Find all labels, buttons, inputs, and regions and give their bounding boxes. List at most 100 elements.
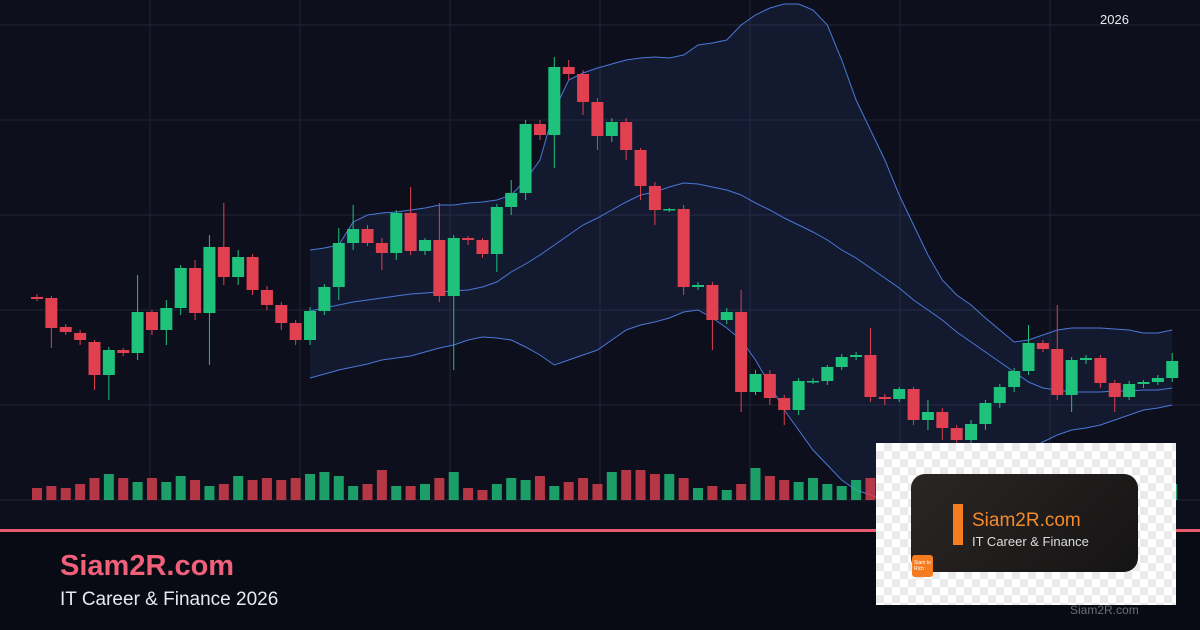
- candle-body: [1151, 378, 1164, 382]
- volume-bar: [592, 484, 603, 500]
- volume-bar: [276, 480, 287, 500]
- candle-body: [1008, 371, 1021, 387]
- candle-body: [648, 186, 661, 210]
- candle-body: [763, 374, 776, 398]
- candle-body: [59, 327, 72, 332]
- candle-body: [706, 285, 719, 320]
- logo-badge: Siam to Rich: [912, 555, 933, 577]
- volume-bar: [621, 470, 632, 500]
- volume-bar: [103, 474, 114, 500]
- candle-body: [88, 342, 101, 375]
- footer-tagline: IT Career & Finance 2026: [60, 589, 279, 610]
- candle-body: [950, 428, 963, 440]
- volume-bar: [491, 484, 502, 500]
- volume-bar: [836, 486, 847, 500]
- footer-name: Siam2R.com: [60, 550, 235, 582]
- volume-bar: [477, 490, 488, 500]
- candle-body: [677, 209, 690, 287]
- candle-body: [1108, 383, 1121, 397]
- candle-body: [447, 238, 460, 296]
- volume-bar: [46, 486, 57, 500]
- candle-body: [332, 243, 345, 287]
- candle-body: [1123, 384, 1136, 397]
- volume-bar: [736, 484, 747, 500]
- volume-bar: [333, 476, 344, 500]
- candle-body: [117, 350, 130, 353]
- volume-bar: [233, 476, 244, 500]
- candle-body: [936, 412, 949, 428]
- volume-bar: [75, 484, 86, 500]
- volume-bar: [578, 478, 589, 500]
- volume-bar: [305, 474, 316, 500]
- volume-bar: [750, 468, 761, 500]
- candle-body: [806, 381, 819, 383]
- candle-body: [289, 323, 302, 340]
- candle-body: [260, 290, 273, 305]
- volume-bar: [807, 478, 818, 500]
- candle-body: [433, 240, 446, 296]
- candle-body: [505, 193, 518, 207]
- volume-bar: [362, 484, 373, 500]
- volume-bar: [290, 478, 301, 500]
- candle-body: [45, 298, 58, 328]
- candle-body: [390, 213, 403, 253]
- candle-body: [519, 124, 532, 193]
- candle-body: [1036, 343, 1049, 349]
- candle-body: [577, 74, 590, 102]
- divider: [0, 529, 1200, 532]
- candle-body: [720, 312, 733, 320]
- volume-bar: [693, 488, 704, 500]
- candle-body: [232, 257, 245, 277]
- candle-body: [821, 367, 834, 381]
- volume-bar: [32, 488, 42, 500]
- candle-body: [361, 229, 374, 243]
- volume-bar: [190, 480, 201, 500]
- candle-body: [131, 312, 144, 353]
- candles: [31, 57, 1179, 450]
- volume-bar: [520, 480, 531, 500]
- candle-body: [921, 412, 934, 420]
- volume-bar: [161, 482, 172, 500]
- volume-bar: [405, 486, 416, 500]
- candle-body: [160, 308, 173, 330]
- volume-bar: [549, 486, 560, 500]
- candle-body: [1137, 382, 1150, 384]
- candle-body: [145, 312, 158, 330]
- volume-bar: [319, 472, 330, 500]
- candle-body: [1166, 361, 1179, 378]
- candle-body: [347, 229, 360, 243]
- volume-bar: [534, 476, 545, 500]
- volume-bar: [448, 472, 459, 500]
- candle-body: [979, 403, 992, 424]
- candle-body: [864, 355, 877, 397]
- volume-bar: [606, 472, 617, 500]
- volume-bar: [60, 488, 71, 500]
- candle-body: [203, 247, 216, 313]
- candle-body: [634, 150, 647, 186]
- volume-bar: [118, 478, 129, 500]
- candle-body: [692, 285, 705, 287]
- volume-bar: [707, 486, 718, 500]
- volume-bar: [678, 478, 689, 500]
- volume-bar: [434, 478, 445, 500]
- volume-bar: [247, 480, 258, 500]
- logo-tagline: IT Career & Finance: [972, 534, 1089, 549]
- volume-bar: [348, 486, 359, 500]
- candle-body: [189, 268, 202, 313]
- volume-bar: [664, 474, 675, 500]
- logo-name: Siam2R.com: [972, 510, 1081, 531]
- volume-bar: [635, 470, 646, 500]
- candle-body: [965, 424, 978, 440]
- candle-body: [735, 312, 748, 392]
- candle-body: [418, 240, 431, 251]
- footer-site: Siam2R.com: [1070, 603, 1139, 617]
- candle-body: [304, 311, 317, 340]
- logo-bar: [953, 504, 963, 545]
- volume-bar: [376, 470, 387, 500]
- volume-bar: [463, 488, 474, 500]
- candle-body: [562, 67, 575, 74]
- volume-bar: [261, 478, 272, 500]
- volume-bar: [764, 476, 775, 500]
- candle-body: [749, 374, 762, 392]
